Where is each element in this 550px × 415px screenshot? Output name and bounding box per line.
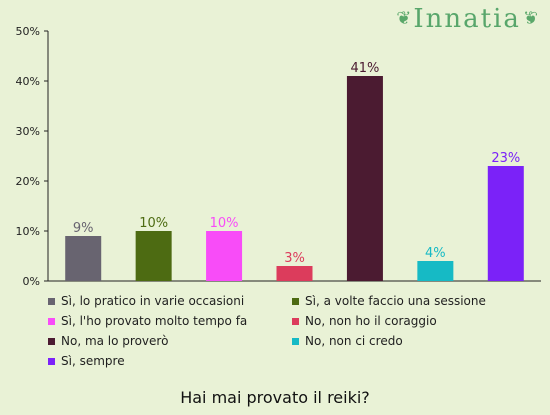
- brand-logo: ❦ Innatia ❦: [396, 4, 538, 34]
- chart-legend: Sì, lo pratico in varie occasioni Sì, a v…: [48, 293, 528, 369]
- y-tick-label: 30%: [16, 125, 40, 138]
- bar: [135, 231, 172, 281]
- bar: [276, 266, 313, 281]
- bar-value-label: 10%: [139, 216, 168, 231]
- chart-title: Hai mai provato il reiki?: [180, 388, 370, 407]
- legend-label: Sì, l'ho provato molto tempo fa: [61, 314, 248, 328]
- legend-swatch: [292, 337, 299, 345]
- bar-value-label: 3%: [284, 251, 305, 266]
- legend-swatch: [48, 337, 55, 345]
- y-tick-label: 10%: [16, 225, 40, 238]
- y-tick-label: 20%: [16, 175, 40, 188]
- legend-swatch: [48, 357, 55, 365]
- legend-label: Sì, lo pratico in varie occasioni: [61, 294, 245, 308]
- bar-value-label: 9%: [73, 221, 94, 236]
- legend-item: No, non ci credo: [292, 333, 528, 349]
- legend-item: No, ma lo proverò: [48, 333, 292, 349]
- bar: [346, 76, 383, 281]
- legend-item: Sì, a volte faccio una sessione: [292, 293, 528, 309]
- bar-value-label: 23%: [491, 151, 520, 166]
- legend-item: Sì, lo pratico in varie occasioni: [48, 293, 292, 309]
- brand-name: Innatia: [413, 4, 521, 34]
- legend-label: Sì, sempre: [61, 354, 125, 368]
- bar: [487, 166, 524, 281]
- bar: [65, 236, 102, 281]
- legend-item: No, non ho il coraggio: [292, 313, 528, 329]
- legend-swatch: [48, 297, 55, 305]
- legend-label: No, non ho il coraggio: [305, 314, 437, 328]
- bar-value-label: 4%: [425, 246, 446, 261]
- leaf-icon: ❦: [396, 8, 412, 29]
- legend-swatch: [292, 297, 299, 305]
- bar-chart: 0% 10% 20% 30% 40% 50% 9% 10% 10% 3% 41% 4% 23%: [16, 25, 541, 288]
- y-tick-label: 0%: [23, 275, 40, 288]
- bar-value-label: 41%: [350, 61, 379, 76]
- bar: [417, 261, 454, 281]
- legend-item: Sì, sempre: [48, 353, 292, 369]
- y-tick-label: 40%: [16, 75, 40, 88]
- legend-item: Sì, l'ho provato molto tempo fa: [48, 313, 292, 329]
- leaf-icon: ❦: [522, 8, 538, 29]
- legend-label: Sì, a volte faccio una sessione: [305, 294, 486, 308]
- y-tick-label: 50%: [16, 25, 40, 38]
- legend-label: No, non ci credo: [305, 334, 403, 348]
- bar: [206, 231, 243, 281]
- legend-swatch: [292, 317, 299, 325]
- legend-swatch: [48, 317, 55, 325]
- bar-value-label: 10%: [210, 216, 239, 231]
- legend-label: No, ma lo proverò: [61, 334, 169, 348]
